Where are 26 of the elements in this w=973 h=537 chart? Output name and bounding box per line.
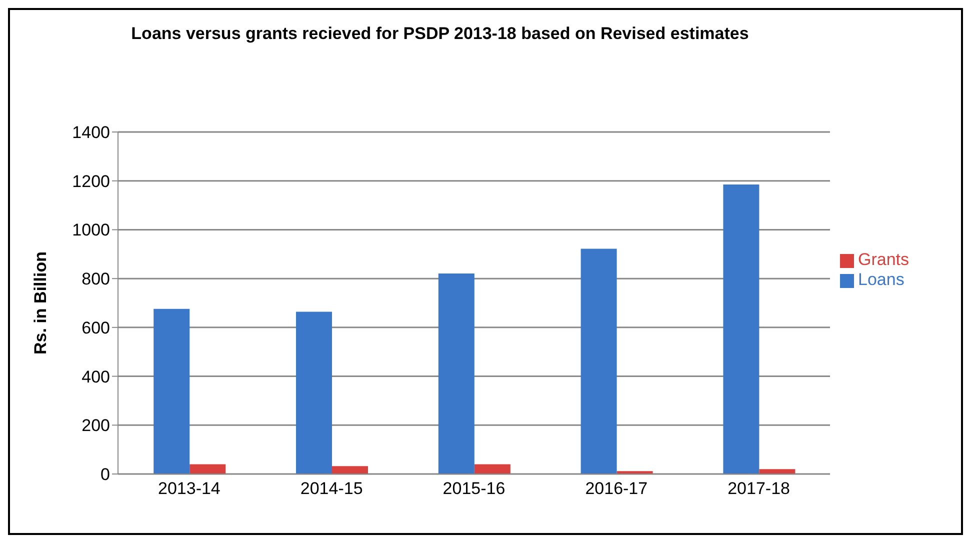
x-tick-label: 2014-15 [300, 479, 363, 498]
y-tick-label: 600 [82, 318, 110, 338]
bar [438, 273, 474, 474]
y-tick-label: 0 [100, 465, 110, 484]
y-tick-label: 1000 [72, 220, 110, 240]
y-axis-title: Rs. in Billion [31, 252, 50, 354]
bar [296, 312, 332, 474]
x-tick-label: 2015-16 [442, 479, 506, 498]
legend-label: Loans [858, 270, 904, 289]
bar [723, 184, 760, 474]
y-tick-label: 400 [82, 367, 110, 386]
bar [759, 469, 796, 474]
y-tick-label: 200 [82, 416, 110, 436]
y-tick-label: 800 [82, 270, 110, 289]
bar [190, 464, 226, 474]
bar [332, 466, 368, 474]
bar [580, 248, 617, 474]
chart-title: Loans versus grants recieved for PSDP 2013-18 based on Revised estimates [130, 23, 750, 45]
x-tick-label: 2017-18 [728, 479, 790, 498]
bar [474, 464, 510, 474]
y-tick-label: 1400 [72, 123, 110, 142]
legend-label: Grants [858, 250, 910, 269]
x-tick-label: 2016-17 [585, 479, 648, 498]
x-tick-label: 2013-14 [158, 479, 220, 498]
bar [154, 308, 190, 474]
y-tick-label: 1200 [72, 172, 110, 191]
